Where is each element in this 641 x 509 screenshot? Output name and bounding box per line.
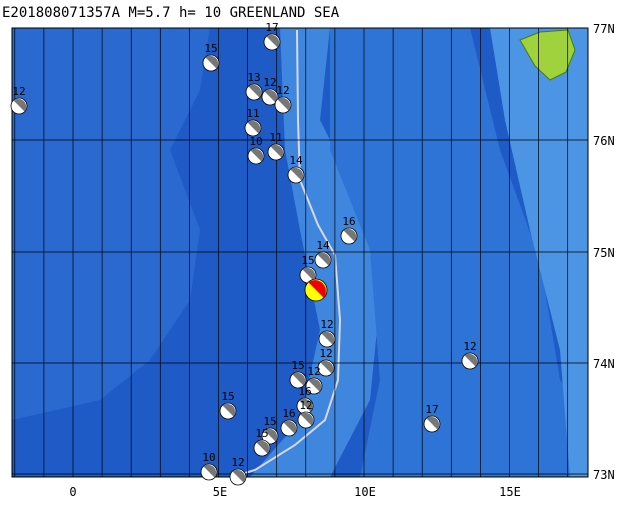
depth-label: 12 <box>307 365 320 378</box>
focal-mechanism-quadrant <box>248 84 262 98</box>
focal-mechanism-quadrant <box>317 252 331 266</box>
depth-label: 12 <box>231 456 244 469</box>
depth-label: 12 <box>276 84 289 97</box>
focal-mechanism-quadrant <box>464 353 478 367</box>
depth-label: 15 <box>204 42 217 55</box>
focal-mechanism-quadrant <box>264 89 278 103</box>
frame <box>11 27 589 478</box>
depth-label: 12 <box>263 76 276 89</box>
depth-label: 16 <box>282 407 295 420</box>
depth-label: 16 <box>342 215 355 228</box>
focal-mechanism-quadrant <box>290 167 304 181</box>
depth-label: 15 <box>255 427 268 440</box>
lat-label: 74N <box>593 357 615 371</box>
depth-label: 15 <box>291 359 304 372</box>
focal-mechanism-quadrant <box>266 34 280 48</box>
focal-mechanism-quadrant <box>292 372 306 386</box>
depth-label: 12 <box>12 85 25 98</box>
depth-label: 10 <box>202 451 215 464</box>
lon-label: 10E <box>354 485 376 499</box>
focal-mechanism-quadrant <box>264 428 278 442</box>
focal-mechanism-quadrant <box>247 120 261 134</box>
lat-label: 77N <box>593 22 615 36</box>
focal-mechanism-quadrant <box>283 420 297 434</box>
lon-label: 0 <box>69 485 76 499</box>
depth-label: 17 <box>425 403 438 416</box>
focal-mechanism-quadrant <box>302 267 316 281</box>
depth-label: 14 <box>316 239 330 252</box>
lat-label: 76N <box>593 134 615 148</box>
focal-mechanism-quadrant <box>205 55 219 69</box>
focal-mechanism-quadrant <box>299 398 313 412</box>
depth-label: 15 <box>263 415 276 428</box>
focal-mechanism-quadrant <box>300 412 314 426</box>
focal-mechanism-quadrant <box>256 440 270 454</box>
depth-label: 12 <box>319 347 332 360</box>
depth-label: 11 <box>246 107 259 120</box>
depth-label: 10 <box>249 135 262 148</box>
focal-mechanism-quadrant <box>13 98 27 112</box>
land <box>519 29 576 81</box>
depth-label: 12 <box>463 340 476 353</box>
lon-label: 15E <box>499 485 521 499</box>
lat-label: 73N <box>593 468 615 482</box>
focal-mechanism-quadrant <box>277 97 291 111</box>
plate-boundary <box>231 29 342 477</box>
depth-label: 12 <box>320 318 333 331</box>
depth-label: 14 <box>289 154 303 167</box>
focal-mechanism-quadrant <box>250 148 264 162</box>
focal-mechanism-quadrant <box>222 403 236 417</box>
depth-label: 15 <box>221 390 234 403</box>
focal-mechanism-quadrant <box>343 228 357 242</box>
focal-mechanism-quadrant <box>321 331 335 345</box>
focal-mechanism-quadrant <box>203 464 217 478</box>
focal-mechanism-quadrant <box>232 469 246 483</box>
depth-label: 17 <box>265 21 278 34</box>
focal-mechanism-quadrant <box>320 360 334 374</box>
focal-mechanism-quadrant <box>308 378 322 392</box>
depth-label: 16 <box>298 385 311 398</box>
lat-label: 75N <box>593 246 615 260</box>
depth-label: 13 <box>247 71 260 84</box>
lon-label: 5E <box>213 485 227 499</box>
depth-label: 15 <box>301 254 314 267</box>
focal-mechanism-quadrant <box>270 144 284 158</box>
main-event-quadrant <box>308 280 326 298</box>
depth-label: 11 <box>269 131 282 144</box>
depth-label: 12 <box>299 399 312 412</box>
focal-mechanism-quadrant <box>426 416 440 430</box>
title: E201808071357A M=5.7 h= 10 GREENLAND SEA <box>2 5 340 21</box>
bathymetry <box>250 28 380 477</box>
grid <box>12 27 588 477</box>
